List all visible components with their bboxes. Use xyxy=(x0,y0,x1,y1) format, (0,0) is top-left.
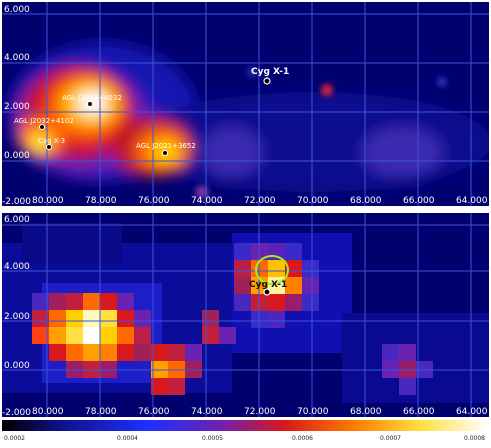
y-tick: 6.000 xyxy=(4,5,30,15)
colorbar-tick: 0.0004 xyxy=(117,435,138,442)
y-tick: 2.000 xyxy=(4,102,30,112)
y-tick: 0.000 xyxy=(4,151,30,161)
x-tick: 70.000 xyxy=(297,407,329,417)
colorbar-tick: 0.0008 xyxy=(464,435,485,442)
y-tick: 4.000 xyxy=(4,262,30,272)
label-cyg-x1: Cyg X-1 xyxy=(251,67,289,77)
emission-blobs xyxy=(7,42,489,192)
coordinate-grid: 6.000 4.000 2.000 0.000 -2.000 80.000 78… xyxy=(2,213,489,417)
y-tick: 2.000 xyxy=(4,312,30,322)
y-tick: 6.000 xyxy=(4,215,30,225)
colorbar: 0.0002 0.0004 0.0005 0.0006 0.0007 0.000… xyxy=(2,420,489,443)
bottom-intensity-map: 6.000 4.000 2.000 0.000 -2.000 80.000 78… xyxy=(2,213,489,417)
colorbar-tick: 0.0007 xyxy=(380,435,401,442)
source-markers: AGL J2022+4032 AGL J2032+4102 Cyg X-3 AG… xyxy=(14,67,289,156)
source-marker-cyg-x3 xyxy=(46,144,52,150)
x-tick: 68.000 xyxy=(350,407,382,417)
x-tick: 66.000 xyxy=(403,196,435,206)
x-tick: 74.000 xyxy=(191,196,223,206)
colorbar-tick: 0.0006 xyxy=(292,435,313,442)
coordinate-grid: 6.000 4.000 2.000 0.000 -2.000 80.000 78… xyxy=(2,2,489,206)
source-marker-agl-2021 xyxy=(162,150,168,156)
y-tick: 0.000 xyxy=(4,361,30,371)
y-tick: -2.000 xyxy=(2,197,31,206)
label-agl-2021: AGL J2021+3652 xyxy=(136,142,196,150)
x-tick: 70.000 xyxy=(297,196,329,206)
x-tick: 80.000 xyxy=(32,407,64,417)
source-marker-cyg-x1 xyxy=(263,288,271,296)
x-tick: 76.000 xyxy=(138,196,170,206)
x-tick: 80.000 xyxy=(32,196,64,206)
x-tick: 68.000 xyxy=(350,196,382,206)
source-marker-cyg-x1 xyxy=(263,77,271,85)
y-tick: 4.000 xyxy=(4,53,30,63)
source-marker-agl-2022 xyxy=(87,101,93,107)
colorbar-gradient xyxy=(2,420,489,431)
error-contour xyxy=(255,255,289,285)
top-intensity-map: 6.000 4.000 2.000 0.000 -2.000 80.000 78… xyxy=(2,2,489,206)
source-marker-agl-2032 xyxy=(39,124,45,130)
label-agl-2022: AGL J2022+4032 xyxy=(62,94,122,102)
label-cyg-x3: Cyg X-3 xyxy=(38,137,65,145)
x-tick: 76.000 xyxy=(138,407,170,417)
label-cyg-x1: Cyg X-1 xyxy=(249,280,287,290)
label-agl-2032: AGL J2032+4102 xyxy=(14,117,74,125)
x-tick: 78.000 xyxy=(85,196,117,206)
colorbar-tick: 0.0002 xyxy=(4,435,25,442)
pixel-grid xyxy=(2,223,489,403)
x-tick: 64.000 xyxy=(456,407,488,417)
colorbar-tick: 0.0005 xyxy=(202,435,223,442)
x-tick: 78.000 xyxy=(85,407,117,417)
x-tick: 66.000 xyxy=(403,407,435,417)
x-tick: 64.000 xyxy=(456,196,488,206)
x-tick: 74.000 xyxy=(191,407,223,417)
x-tick: 72.000 xyxy=(244,407,276,417)
x-tick: 72.000 xyxy=(244,196,276,206)
y-tick: -2.000 xyxy=(2,408,31,417)
